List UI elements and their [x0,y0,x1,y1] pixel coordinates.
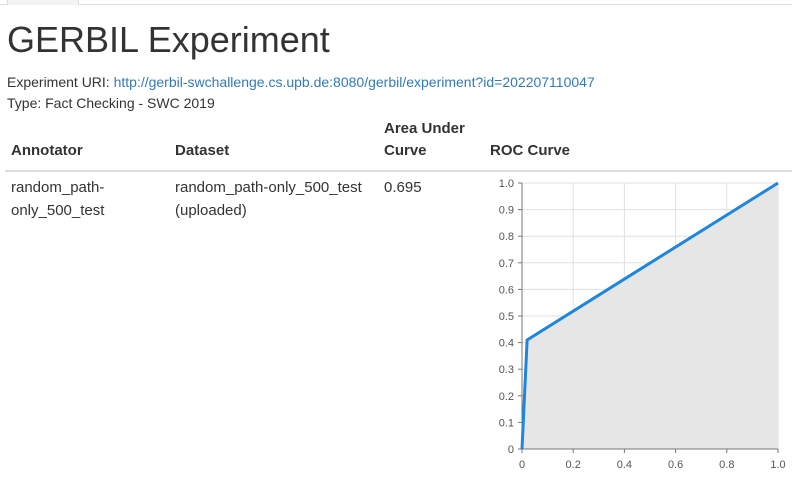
roc-area-fill [522,183,778,449]
cell-auc: 0.695 [384,179,422,196]
header-auc-line2: Curve [384,142,427,159]
experiment-uri-label: Experiment URI: [7,74,110,90]
roc-curve-chart: 0 0.1 0.2 0.3 0.4 0.5 0.6 0.7 0.8 0.9 1.0 0 0.2 0.4 0.… [499,178,786,471]
x-tick-label: 0.2 [566,459,581,471]
dataset-line2: (uploaded) [175,202,247,219]
y-tick-label: 0.3 [499,364,514,376]
top-nav-bar [0,0,792,5]
table-header-divider [5,170,792,172]
page-title: GERBIL Experiment [7,19,330,60]
roc-series-line [520,181,779,450]
y-tick-label: 0.8 [499,231,514,243]
x-tick-label: 1.0 [770,459,785,471]
y-tick-label: 0.9 [499,205,514,217]
experiment-type: Type: Fact Checking - SWC 2019 [7,95,215,111]
nav-tab[interactable] [7,0,79,5]
y-tick-label: 0.1 [499,417,514,429]
annotator-line1: random_path- [11,179,105,196]
y-tick-label: 0.6 [499,284,514,296]
y-tick-label: 0 [508,444,514,456]
x-tick-label: 0.6 [668,459,683,471]
experiment-uri-link[interactable]: http://gerbil-swchallenge.cs.upb.de:8080… [113,74,595,90]
x-tick-label: 0.8 [719,459,734,471]
header-auc-line1: Area Under [384,120,465,137]
header-annotator: Annotator [11,142,83,159]
cell-dataset: random_path-only_500_test (uploaded) [175,176,362,222]
header-dataset: Dataset [175,142,230,159]
header-auc: Area Under Curve [384,118,465,162]
y-tick-label: 0.5 [499,311,514,323]
experiment-uri-line: Experiment URI: http://gerbil-swchalleng… [7,73,595,91]
cell-annotator: random_path- only_500_test [11,176,104,222]
annotator-line2: only_500_test [11,202,105,219]
y-tick-label: 0.2 [499,391,514,403]
y-tick-label: 0.7 [499,258,514,270]
x-tick-label: 0.4 [617,459,632,471]
y-tick-label: 0.4 [499,338,514,350]
dataset-line1: random_path-only_500_test [175,179,362,196]
x-tick-label: 0 [519,459,525,471]
header-roc-curve: ROC Curve [490,142,571,159]
y-tick-label: 1.0 [499,178,514,190]
